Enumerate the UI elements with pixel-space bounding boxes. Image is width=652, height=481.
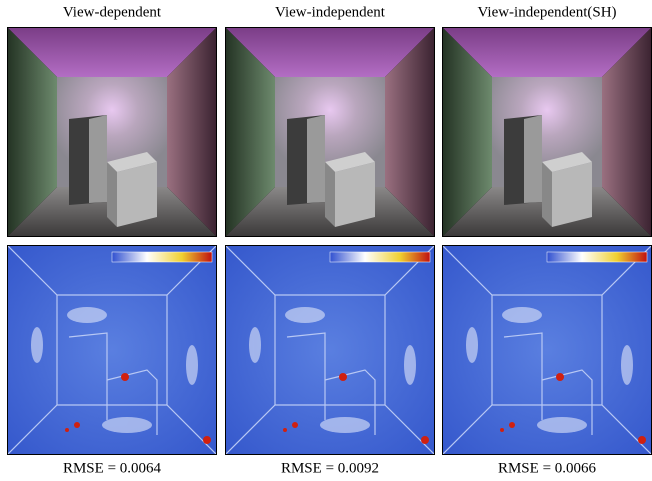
error-map: [442, 245, 652, 455]
column-title: View-independent(SH): [477, 4, 616, 20]
column-title: View-independent: [275, 4, 386, 20]
rendered-image: [7, 27, 217, 237]
rmse-caption: RMSE = 0.0064: [63, 460, 162, 476]
rmse-caption: RMSE = 0.0092: [281, 460, 379, 476]
error-map: [7, 245, 217, 455]
column: View-dependent RMSE = 0.0064: [7, 4, 217, 476]
column: View-independent RMSE = 0.0092: [225, 4, 435, 476]
rendered-image: [225, 27, 435, 237]
error-map: [225, 245, 435, 455]
figure: View-dependent RMSE = 0.0064 View-indepe…: [0, 0, 652, 481]
column-title: View-dependent: [63, 4, 162, 20]
rmse-caption: RMSE = 0.0066: [498, 460, 597, 476]
column: View-independent(SH) RMSE = 0.0066: [442, 4, 652, 476]
page: {"columns": [ {"title": "View-dependent"…: [0, 0, 652, 481]
rendered-image: [442, 27, 652, 237]
